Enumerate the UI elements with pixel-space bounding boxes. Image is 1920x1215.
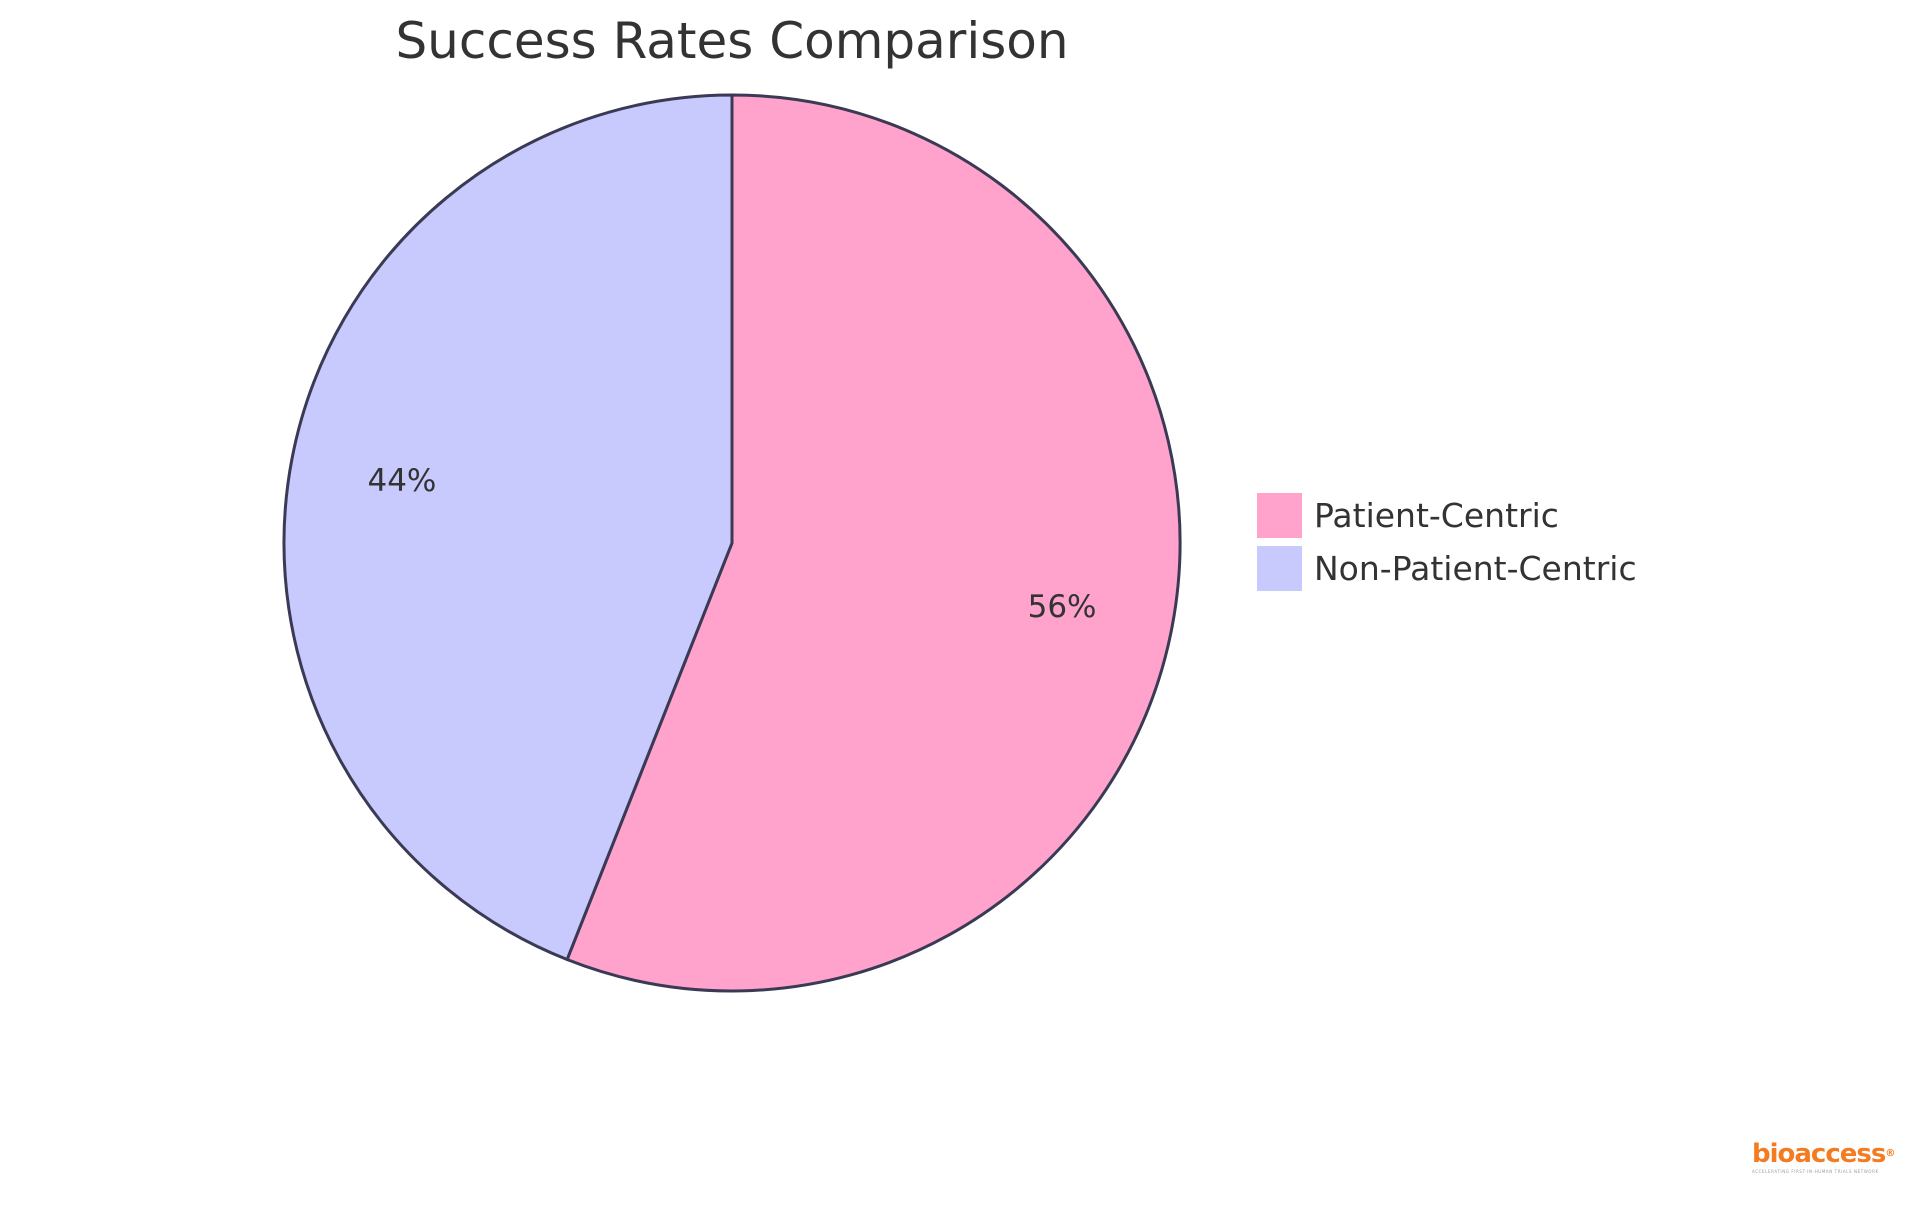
logo-tagline: ACCELERATING FIRST-IN-HUMAN TRIALS NETWO… (1752, 1169, 1879, 1174)
legend-label: Non-Patient-Centric (1314, 549, 1637, 588)
logo-wordmark: bioaccess® (1752, 1139, 1895, 1169)
bioaccess-logo: bioaccess® ACCELERATING FIRST-IN-HUMAN T… (1752, 1139, 1895, 1174)
chart-title: Success Rates Comparison (395, 12, 1068, 70)
slice-label-patient-centric: 56% (1028, 589, 1097, 625)
legend-label: Patient-Centric (1314, 496, 1559, 535)
slice-label-non-patient-centric: 44% (367, 463, 436, 499)
legend-swatch (1257, 546, 1302, 591)
legend-swatch (1257, 493, 1302, 538)
legend-item-non-patient-centric: Non-Patient-Centric (1257, 546, 1637, 591)
pie-slice-non-patient-centric (282, 93, 734, 962)
logo-registered-mark: ® (1885, 1148, 1895, 1159)
logo-text: bioaccess (1752, 1139, 1886, 1169)
pie-slice-patient-centric (565, 93, 1182, 993)
pie-slice-labels: 56% 44% (367, 463, 1096, 625)
pie-slices (282, 93, 1182, 993)
legend: Patient-Centric Non-Patient-Centric (1257, 493, 1637, 591)
legend-item-patient-centric: Patient-Centric (1257, 493, 1559, 538)
